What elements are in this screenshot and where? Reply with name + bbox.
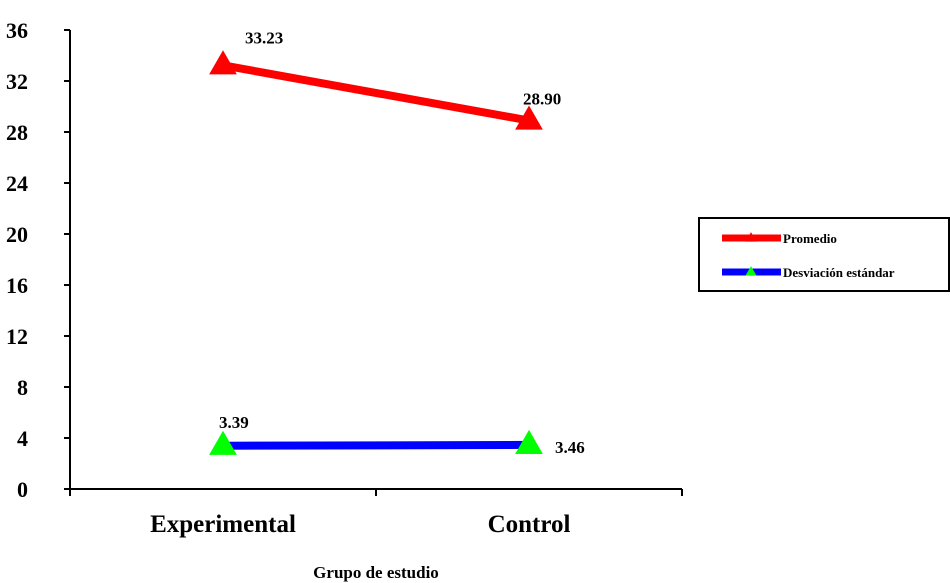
data-point-marker (515, 105, 543, 130)
y-tick-label: 24 (6, 171, 28, 196)
series-1: 3.39 3.46 (209, 413, 585, 457)
data-point-marker (515, 429, 543, 454)
series-group: 33.23 28.90 3.39 3.46 (209, 28, 585, 457)
data-label: 3.46 (555, 438, 585, 457)
series-line (222, 61, 530, 125)
legend-swatch-marker (745, 232, 757, 242)
series-line (222, 440, 530, 450)
legend-box (698, 217, 950, 292)
x-tick-group: Experimental Control (69, 489, 683, 538)
y-tick-label: 28 (6, 120, 28, 145)
series-0: 33.23 28.90 (209, 28, 561, 130)
data-label: 33.23 (245, 28, 283, 47)
y-tick-label: 0 (17, 477, 28, 502)
legend-label: Promedio (783, 231, 837, 246)
y-tick-group: 0 4 8 12 16 20 24 28 32 36 (6, 18, 70, 502)
data-point-marker (209, 50, 237, 75)
legend-swatch-marker (745, 266, 757, 276)
x-tick-label: Experimental (150, 511, 296, 538)
legend-label: Desviación estándar (783, 265, 895, 280)
y-tick-label: 32 (6, 69, 28, 94)
y-tick-label: 20 (6, 222, 28, 247)
y-tick-label: 4 (17, 426, 28, 451)
x-axis-label: Grupo de estudio (313, 563, 439, 582)
legend: Promedio Desviación estándar (698, 217, 950, 292)
y-tick-label: 8 (17, 375, 28, 400)
y-tick-label: 12 (6, 324, 28, 349)
data-label: 3.39 (219, 413, 249, 432)
data-point-marker (209, 430, 237, 455)
y-tick-label: 16 (6, 273, 28, 298)
x-tick-label: Control (488, 511, 571, 538)
chart-axes (69, 30, 682, 490)
data-label: 28.90 (523, 90, 561, 109)
y-tick-label: 36 (6, 18, 28, 43)
